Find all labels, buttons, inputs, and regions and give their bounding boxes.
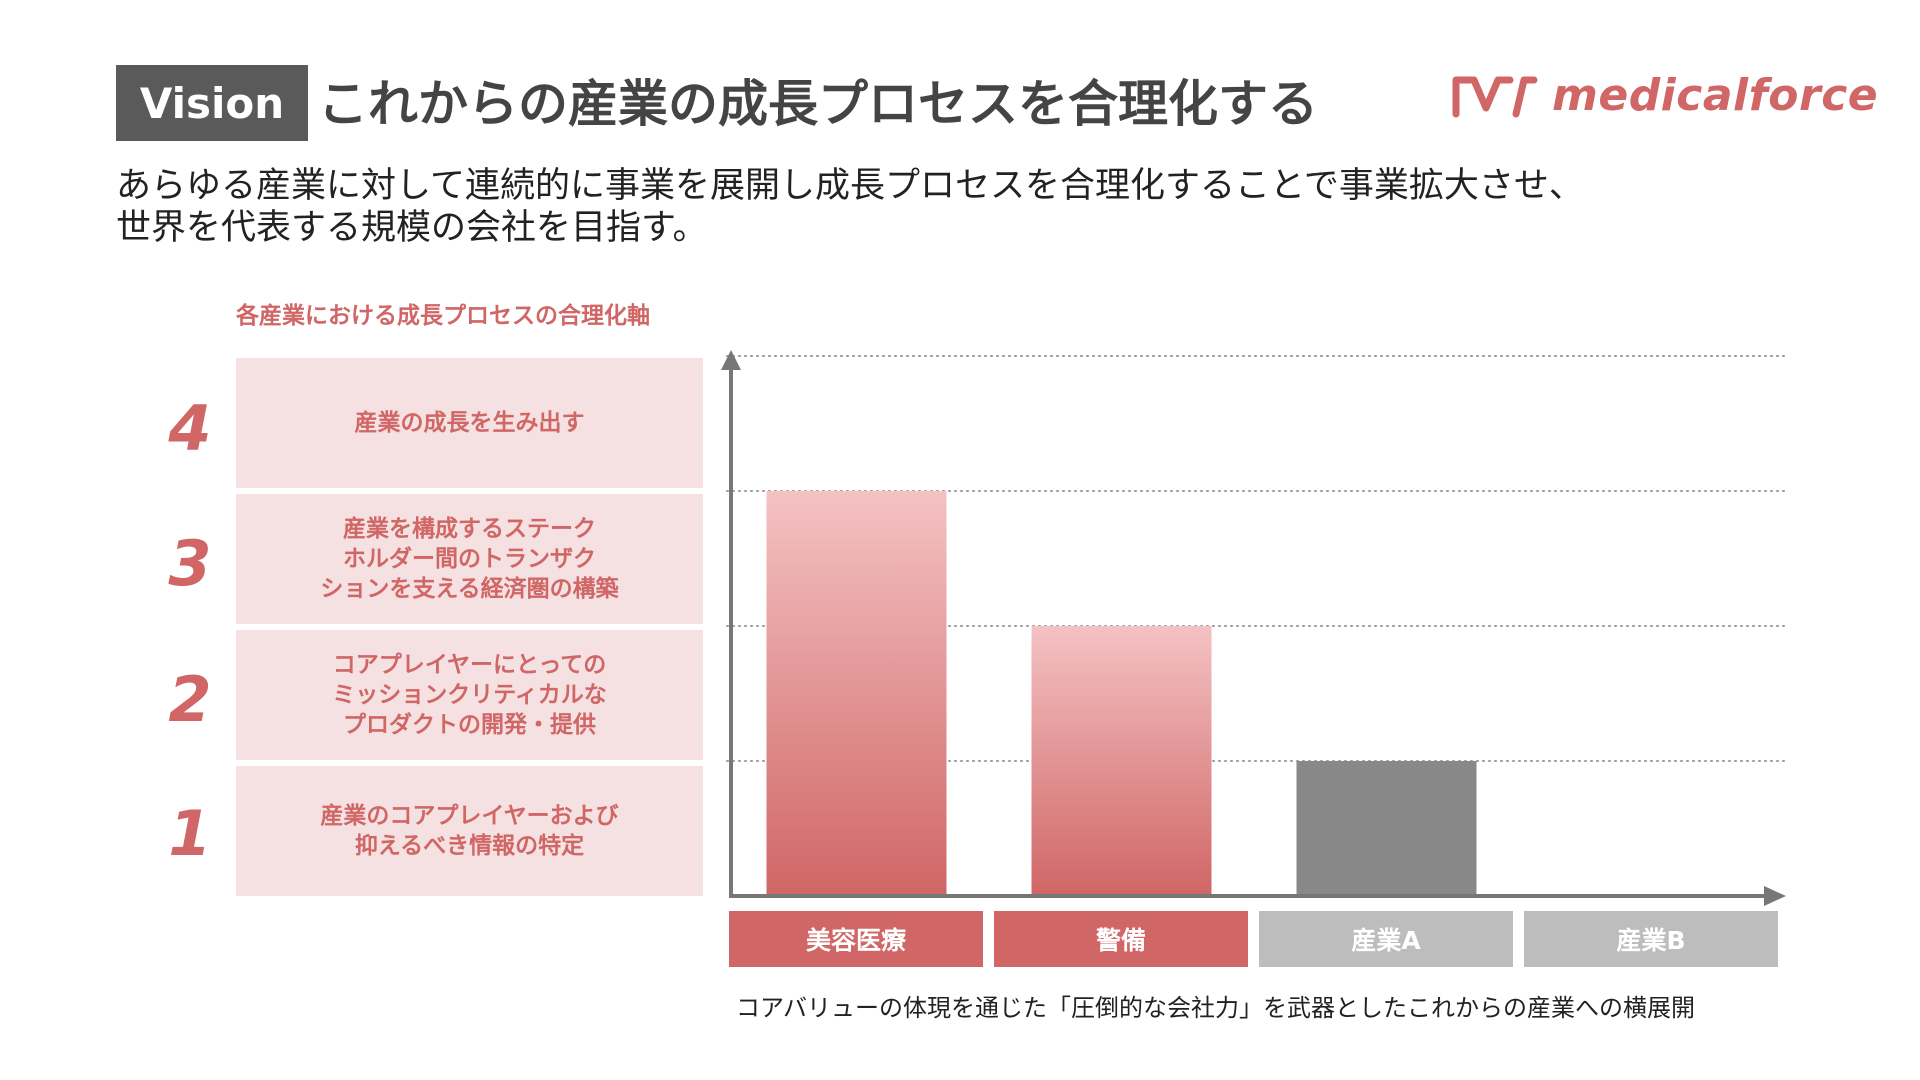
intro-line-1: あらゆる産業に対して連続的に事業を展開し成長プロセスを合理化することで事業拡大さ… — [116, 166, 1584, 206]
level-number-1: 1 — [168, 797, 212, 870]
medicalforce-logo: medicalforce — [1452, 69, 1879, 121]
level-box-1: 産業のコアプレイヤーおよび 抑えるべき情報の特定 — [236, 766, 703, 896]
medicalforce-logo-icon — [1452, 76, 1538, 118]
intro-text: あらゆる産業に対して連続的に事業を展開し成長プロセスを合理化することで事業拡大さ… — [116, 165, 1584, 249]
level-number-2: 2 — [168, 663, 212, 736]
logo-text: medicalforce — [1552, 69, 1879, 121]
bars — [766, 491, 1477, 894]
level-3-line: ションを支える経済圏の構築 — [320, 576, 619, 602]
category-label: 警備 — [994, 911, 1248, 967]
x-axis-arrow — [1764, 886, 1786, 906]
axes — [721, 350, 1786, 906]
bar — [1031, 626, 1212, 894]
chart-footer: コアバリューの体現を通じた「圧倒的な会社力」を武器としたこれからの産業への横展開 — [736, 994, 1696, 1022]
level-2-line: ミッションクリティカルな — [332, 682, 607, 708]
category-label: 産業B — [1524, 911, 1778, 967]
axis-caption: 各産業における成長プロセスの合理化軸 — [236, 303, 650, 329]
level-4-line: 産業の成長を生み出す — [354, 410, 585, 436]
vision-badge: Vision — [116, 65, 308, 141]
level-2-line: プロダクトの開発・提供 — [343, 712, 596, 738]
level-3-line: ホルダー間のトランザク — [343, 546, 596, 572]
category-label: 産業A — [1259, 911, 1513, 967]
level-3-line: 産業を構成するステーク — [343, 516, 596, 542]
level-1-line: 産業のコアプレイヤーおよび — [320, 803, 619, 829]
bar — [1296, 761, 1477, 894]
page-title: これからの産業の成長プロセスを合理化する — [318, 75, 1318, 133]
level-box-2: コアプレイヤーにとっての ミッションクリティカルな プロダクトの開発・提供 — [236, 630, 703, 760]
bar — [766, 491, 947, 894]
level-2-line: コアプレイヤーにとっての — [332, 652, 607, 678]
level-number-4: 4 — [168, 392, 212, 465]
level-box-3: 産業を構成するステーク ホルダー間のトランザク ションを支える経済圏の構築 — [236, 494, 703, 624]
level-number-3: 3 — [168, 527, 212, 600]
y-axis-arrow — [721, 350, 741, 370]
intro-line-2: 世界を代表する規模の会社を目指す。 — [116, 208, 708, 248]
grid-lines — [726, 355, 1787, 762]
level-1-line: 抑えるべき情報の特定 — [354, 833, 585, 859]
level-box-4: 産業の成長を生み出す — [236, 358, 703, 488]
category-label: 美容医療 — [729, 911, 983, 967]
